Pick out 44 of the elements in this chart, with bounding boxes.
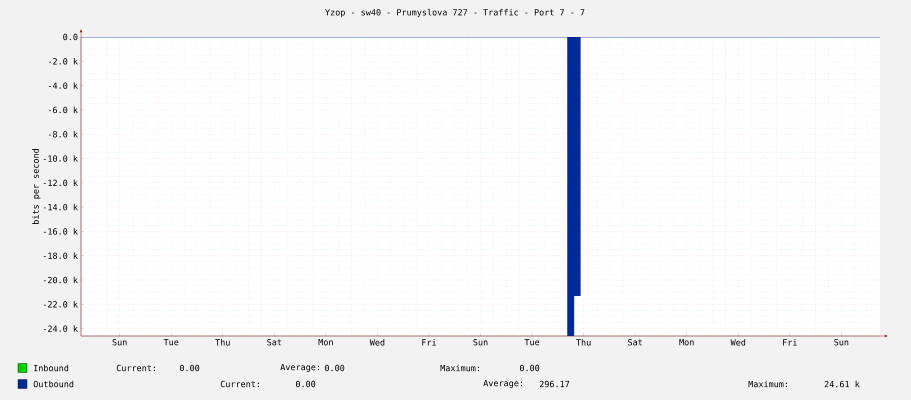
x-tick-label: Sat (628, 339, 642, 346)
y-tick-label: -8.0 k (48, 130, 78, 138)
text: 296.17 (540, 380, 570, 388)
x-tick-label: Mon (679, 339, 694, 346)
text: 0.00 (520, 364, 540, 372)
text: 0.00 (180, 364, 200, 372)
y-tick-label: -22.0 k (44, 301, 78, 308)
x-tick-label: Thu (215, 339, 230, 346)
text: 0.00 (296, 380, 316, 388)
text: 0.00 (324, 364, 344, 372)
x-tick-label: Tue (164, 339, 178, 346)
text: Average: (483, 380, 522, 388)
legend-label: Inbound (34, 364, 68, 372)
y-tick-label: -20.0 k (44, 276, 78, 284)
text: Maximum: (748, 380, 787, 388)
x-tick-label: Fri (422, 339, 436, 346)
y-tick-label: -16.0 k (44, 228, 78, 235)
x-tick-label: Sun (473, 339, 488, 346)
y-tick-label: -6.0 k (48, 106, 78, 114)
y-tick-label: -2.0 k (48, 58, 78, 65)
y-axis-title: bits per second (32, 149, 40, 224)
y-tick-label: -18.0 k (44, 252, 78, 259)
text: Average: (280, 364, 319, 372)
x-tick-label: Wed (730, 339, 746, 346)
chart-title: Yzop - sw40 - Prumyslova 727 - Traffic - Port 7 - 7 (325, 8, 584, 18)
x-tick-label: Wed (370, 339, 384, 346)
x-tick-label: Fri (783, 339, 797, 346)
x-tick-label: Thu (576, 339, 590, 346)
text: Maximum: (440, 364, 479, 372)
x-tick-label: Sun (834, 339, 848, 346)
y-tick-label: -4.0 k (48, 82, 78, 89)
text: Current: (220, 380, 259, 388)
y-tick-label: -12.0 k (44, 180, 78, 186)
y-tick-label: -24.0 k (44, 325, 78, 332)
y-tick-label: 0.0 (63, 34, 78, 40)
text: 24.61 k (824, 380, 860, 388)
text: Current: (116, 364, 155, 372)
x-tick-label: Sun (112, 339, 127, 346)
x-tick-label: Mon (318, 339, 333, 346)
x-tick-label: Tue (524, 339, 540, 346)
y-tick-label: -10.0 k (44, 155, 78, 162)
legend-label: Outbound (34, 380, 74, 388)
x-tick-label: Sat (267, 339, 282, 346)
y-tick-label: -14.0 k (44, 204, 78, 210)
